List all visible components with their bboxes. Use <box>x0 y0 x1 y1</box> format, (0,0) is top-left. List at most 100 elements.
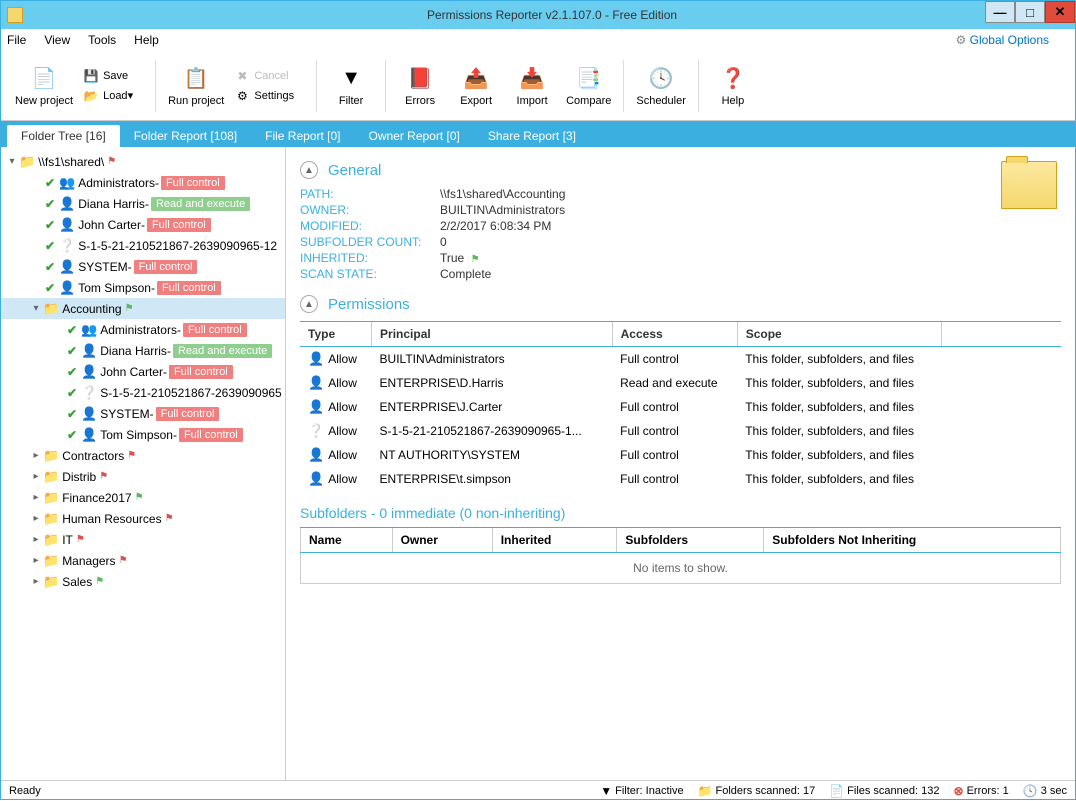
permissions-table: TypePrincipalAccessScope 👤AllowBUILTIN\A… <box>300 321 1061 491</box>
import-icon: 📥 <box>518 65 546 93</box>
perm-header[interactable]: Principal <box>372 322 613 347</box>
perm-badge: Full control <box>179 428 243 442</box>
general-value: \\fs1\shared\Accounting <box>440 187 565 201</box>
tree-perm-row[interactable]: ✔👥Administrators - Full control <box>1 319 285 340</box>
save-button[interactable]: 💾Save <box>79 67 137 85</box>
general-key: SUBFOLDER COUNT: <box>300 235 440 249</box>
settings-button[interactable]: ⚙Settings <box>230 87 298 105</box>
folder-name: Accounting <box>62 302 121 316</box>
perm-header[interactable]: Access <box>612 322 737 347</box>
cancel-settings-group: ✖Cancel ⚙Settings <box>230 66 298 106</box>
subfolder-header[interactable]: Owner <box>392 528 492 553</box>
global-options-link[interactable]: Global Options <box>956 33 1049 47</box>
expander-icon[interactable]: ▾ <box>29 303 43 314</box>
expander-icon[interactable]: ▸ <box>29 534 43 545</box>
tree-perm-row[interactable]: ✔❔S-1-5-21-210521867-2639090965-12 <box>1 235 285 256</box>
tree-folder-row[interactable]: ▸📁Distrib ⚑ <box>1 466 285 487</box>
tree-folder-row[interactable]: ▾📁Accounting ⚑ <box>1 298 285 319</box>
tree-perm-row[interactable]: ✔👤John Carter - Full control <box>1 214 285 235</box>
tab-owner-report-0-[interactable]: Owner Report [0] <box>354 125 473 147</box>
errors-button[interactable]: 📕Errors <box>398 65 442 107</box>
status-errors: ⊗Errors: 1 <box>954 784 1009 798</box>
perm-badge: Full control <box>157 281 221 295</box>
filter-button[interactable]: ▼Filter <box>329 65 373 107</box>
menu-file[interactable]: File <box>7 33 26 47</box>
help-icon: ❓ <box>719 65 747 93</box>
subfolder-header[interactable]: Name <box>301 528 393 553</box>
cancel-icon: ✖ <box>234 68 250 84</box>
tree-perm-row[interactable]: ✔❔S-1-5-21-210521867-2639090965 <box>1 382 285 403</box>
tree-folder-row[interactable]: ▸📁Human Resources ⚑ <box>1 508 285 529</box>
run-project-button[interactable]: 📋Run project <box>168 65 224 107</box>
folder-icon: 📁 <box>43 532 59 548</box>
tree-perm-row[interactable]: ✔👤SYSTEM - Full control <box>1 256 285 277</box>
tree-perm-row[interactable]: ✔👤SYSTEM - Full control <box>1 403 285 424</box>
collapse-permissions-icon[interactable]: ▲ <box>300 295 318 313</box>
new-project-button[interactable]: 📄New project <box>15 65 73 107</box>
expander-icon[interactable]: ▸ <box>29 492 43 503</box>
collapse-general-icon[interactable]: ▲ <box>300 161 318 179</box>
check-icon: ✔ <box>45 197 55 211</box>
folder-icon: 📁 <box>43 490 59 506</box>
tree-perm-row[interactable]: ✔👤Diana Harris - Read and execute <box>1 340 285 361</box>
load-button[interactable]: 📂Load ▾ <box>79 87 137 105</box>
expander-icon[interactable]: ▸ <box>29 555 43 566</box>
perm-header[interactable]: Scope <box>737 322 941 347</box>
tree-perm-row[interactable]: ✔👤John Carter - Full control <box>1 361 285 382</box>
perm-row[interactable]: ❔AllowS-1-5-21-210521867-2639090965-1...… <box>300 419 1061 443</box>
perm-row[interactable]: 👤AllowENTERPRISE\t.simpsonFull controlTh… <box>300 467 1061 491</box>
general-row: INHERITED:True ⚑ <box>300 251 1061 265</box>
tree-perm-row[interactable]: ✔👤Diana Harris - Read and execute <box>1 193 285 214</box>
close-button[interactable]: ✕ <box>1045 1 1075 23</box>
maximize-button[interactable]: □ <box>1015 1 1045 23</box>
tree-folder-row[interactable]: ▸📁IT ⚑ <box>1 529 285 550</box>
perm-row[interactable]: 👤AllowENTERPRISE\J.CarterFull controlThi… <box>300 395 1061 419</box>
menu-view[interactable]: View <box>44 33 70 47</box>
expander-icon[interactable]: ▸ <box>29 513 43 524</box>
perm-row[interactable]: 👤AllowENTERPRISE\D.HarrisRead and execut… <box>300 371 1061 395</box>
perm-row[interactable]: 👤AllowNT AUTHORITY\SYSTEMFull controlThi… <box>300 443 1061 467</box>
check-icon: ✔ <box>45 218 55 232</box>
tree-perm-row[interactable]: ✔👤Tom Simpson - Full control <box>1 424 285 445</box>
compare-button[interactable]: 📑Compare <box>566 65 611 107</box>
expander-icon[interactable]: ▸ <box>29 471 43 482</box>
import-button[interactable]: 📥Import <box>510 65 554 107</box>
app-icon <box>7 7 23 23</box>
perm-name: SYSTEM <box>78 260 127 274</box>
tree-folder-row[interactable]: ▸📁Managers ⚑ <box>1 550 285 571</box>
status-time: 🕓3 sec <box>1023 784 1067 798</box>
cancel-button[interactable]: ✖Cancel <box>230 67 298 85</box>
tree-perm-row[interactable]: ✔👤Tom Simpson - Full control <box>1 277 285 298</box>
tree-folder-row[interactable]: ▸📁Finance2017 ⚑ <box>1 487 285 508</box>
tree-folder-row[interactable]: ▾📁\\fs1\shared\ ⚑ <box>1 151 285 172</box>
general-row: SCAN STATE:Complete <box>300 267 1061 281</box>
tree-perm-row[interactable]: ✔👥Administrators - Full control <box>1 172 285 193</box>
folder-name: Managers <box>62 554 115 568</box>
folder-name: Finance2017 <box>62 491 131 505</box>
tab-folder-tree-16-[interactable]: Folder Tree [16] <box>7 125 120 147</box>
folder-name: Contractors <box>62 449 124 463</box>
menu-help[interactable]: Help <box>134 33 159 47</box>
menu-tools[interactable]: Tools <box>88 33 116 47</box>
flag-icon: ⚑ <box>107 156 116 167</box>
help-button[interactable]: ❓Help <box>711 65 755 107</box>
subfolder-header[interactable]: Inherited <box>492 528 617 553</box>
tab-file-report-0-[interactable]: File Report [0] <box>251 125 354 147</box>
expander-icon[interactable]: ▾ <box>5 156 19 167</box>
expander-icon[interactable]: ▸ <box>29 576 43 587</box>
main-area: ▾📁\\fs1\shared\ ⚑✔👥Administrators - Full… <box>1 147 1075 780</box>
tab-share-report-3-[interactable]: Share Report [3] <box>474 125 590 147</box>
tab-folder-report-108-[interactable]: Folder Report [108] <box>120 125 251 147</box>
subfolder-header[interactable]: Subfolders Not Inheriting <box>764 528 1061 553</box>
perm-name: Tom Simpson <box>100 428 173 442</box>
perm-header[interactable]: Type <box>300 322 372 347</box>
tree-folder-row[interactable]: ▸📁Contractors ⚑ <box>1 445 285 466</box>
expander-icon[interactable]: ▸ <box>29 450 43 461</box>
export-button[interactable]: 📤Export <box>454 65 498 107</box>
folder-large-icon <box>1001 161 1057 209</box>
tree-folder-row[interactable]: ▸📁Sales ⚑ <box>1 571 285 592</box>
perm-row[interactable]: 👤AllowBUILTIN\AdministratorsFull control… <box>300 347 1061 372</box>
scheduler-button[interactable]: 🕓Scheduler <box>636 65 686 107</box>
subfolder-header[interactable]: Subfolders <box>617 528 764 553</box>
minimize-button[interactable]: — <box>985 1 1015 23</box>
